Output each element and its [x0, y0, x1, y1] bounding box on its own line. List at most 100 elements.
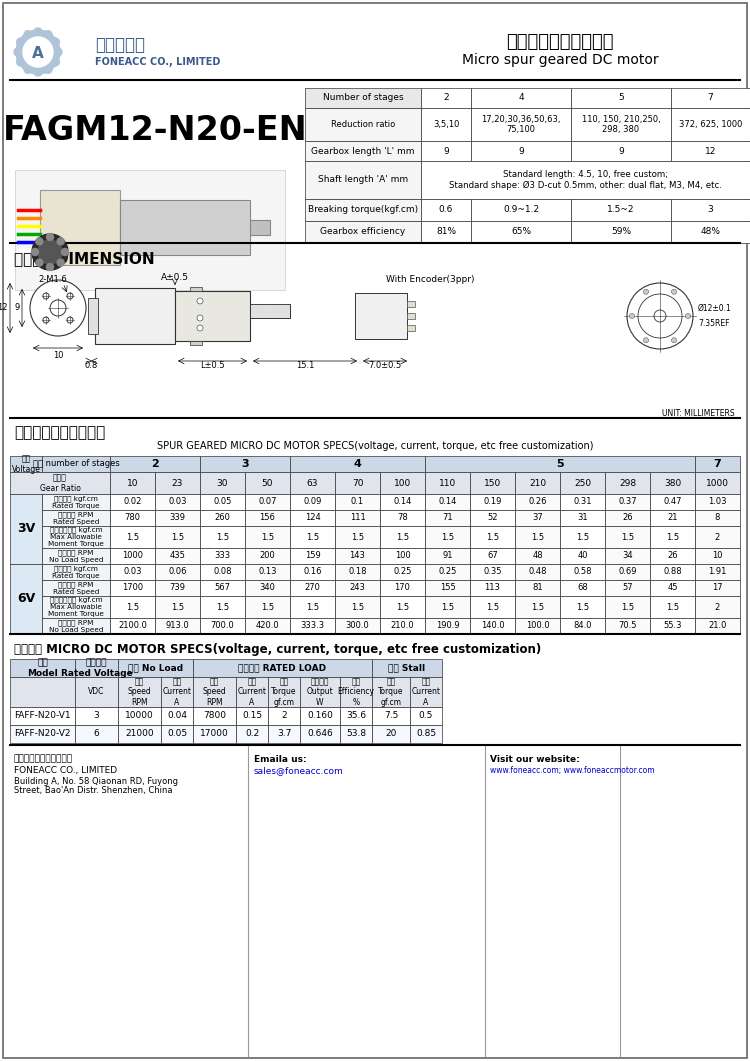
Bar [305, 161, 421, 199]
Text: 270: 270 [304, 584, 320, 592]
Bar [10, 456, 42, 472]
Text: 65%: 65% [511, 227, 531, 237]
Text: 200: 200 [260, 552, 275, 560]
Bar [193, 677, 236, 707]
Bar [695, 510, 740, 526]
Text: 0.31: 0.31 [573, 498, 592, 506]
Text: 瞬间容许扩矩 kgf.cm
Max Allowable
Moment Torque: 瞬间容许扩矩 kgf.cm Max Allowable Moment Torqu… [48, 526, 104, 547]
Bar [380, 618, 425, 634]
Bar [335, 472, 380, 494]
Text: 0.25: 0.25 [438, 568, 457, 576]
Circle shape [197, 298, 203, 305]
Bar [425, 526, 470, 547]
Bar [380, 564, 425, 580]
Bar [515, 526, 560, 547]
Text: 1.91: 1.91 [708, 568, 727, 576]
Circle shape [62, 248, 68, 256]
Bar [268, 725, 300, 743]
Text: 7: 7 [708, 93, 713, 103]
Bar [110, 472, 155, 494]
Bar [650, 564, 695, 580]
Text: 17000: 17000 [200, 730, 229, 738]
Bar [650, 472, 695, 494]
Bar [193, 707, 236, 725]
Bar [10, 494, 42, 564]
Text: Shaft length 'A' mm: Shaft length 'A' mm [318, 175, 408, 185]
Bar [560, 618, 605, 634]
Text: Breaking torque(kgf.cm): Breaking torque(kgf.cm) [308, 206, 418, 214]
Text: Ø12±0.1: Ø12±0.1 [698, 303, 732, 313]
Bar [410, 725, 442, 743]
Bar [245, 526, 290, 547]
Bar [10, 564, 42, 634]
Bar [118, 659, 193, 677]
Bar [200, 547, 245, 564]
Bar [515, 494, 560, 510]
Bar [470, 580, 515, 596]
Text: 转速
Speed
RPM: 转速 Speed RPM [128, 677, 152, 707]
Text: 1.5: 1.5 [306, 603, 319, 611]
Text: 700.0: 700.0 [211, 622, 234, 630]
Circle shape [36, 259, 43, 266]
Text: 深圳福尼尔科技有限公司: 深圳福尼尔科技有限公司 [14, 754, 74, 764]
Bar [110, 596, 155, 618]
Circle shape [54, 48, 62, 56]
Bar [407, 325, 415, 331]
Bar [410, 707, 442, 725]
Circle shape [14, 48, 22, 56]
Bar [425, 510, 470, 526]
Bar [110, 564, 155, 580]
Text: 333: 333 [214, 552, 230, 560]
Text: 3.7: 3.7 [277, 730, 291, 738]
Text: 739: 739 [170, 584, 185, 592]
Text: 瞬间容许扩矩 kgf.cm
Max Allowable
Moment Torque: 瞬间容许扩矩 kgf.cm Max Allowable Moment Torqu… [48, 596, 104, 618]
Bar [42, 618, 110, 634]
Text: 0.05: 0.05 [213, 498, 232, 506]
Bar [425, 547, 470, 564]
Bar [75, 677, 118, 707]
Bar [605, 596, 650, 618]
Bar [605, 564, 650, 580]
Circle shape [671, 290, 676, 294]
Circle shape [197, 325, 203, 331]
Bar [290, 596, 335, 618]
Text: 0.14: 0.14 [438, 498, 457, 506]
Circle shape [36, 238, 43, 245]
Bar [161, 677, 193, 707]
Text: 300.0: 300.0 [346, 622, 369, 630]
Circle shape [32, 234, 68, 269]
Text: 1700: 1700 [122, 584, 143, 592]
Text: 0.47: 0.47 [663, 498, 682, 506]
Text: 21000: 21000 [125, 730, 154, 738]
Bar [236, 707, 268, 725]
Bar [471, 199, 571, 221]
Bar [75, 659, 118, 677]
Bar [470, 547, 515, 564]
Text: 3,5,10: 3,5,10 [433, 120, 459, 129]
Bar [300, 707, 340, 725]
Bar [421, 199, 471, 221]
Text: 0.19: 0.19 [483, 498, 502, 506]
Text: 124: 124 [304, 514, 320, 522]
Text: 1.5: 1.5 [621, 533, 634, 541]
Text: 81: 81 [532, 584, 543, 592]
Text: 0.1: 0.1 [351, 498, 364, 506]
Bar [470, 618, 515, 634]
Text: 1.5: 1.5 [396, 603, 409, 611]
Text: 0.14: 0.14 [393, 498, 412, 506]
Circle shape [67, 317, 73, 323]
Text: 堵转 Stall: 堵转 Stall [388, 663, 425, 673]
Bar [42, 596, 110, 618]
Circle shape [644, 337, 649, 343]
Text: 电压
Voltage: 电压 Voltage [11, 454, 40, 473]
Text: FAFF-N20-V2: FAFF-N20-V2 [14, 730, 70, 738]
Text: www.foneacc.com; www.foneaccmotor.com: www.foneacc.com; www.foneaccmotor.com [490, 766, 655, 776]
Bar [470, 472, 515, 494]
Text: 780: 780 [124, 514, 140, 522]
Text: 140.0: 140.0 [481, 622, 504, 630]
Text: 6: 6 [94, 730, 99, 738]
Text: 1.5: 1.5 [441, 533, 454, 541]
Text: 1.5: 1.5 [666, 533, 679, 541]
Bar [340, 677, 372, 707]
Text: 0.13: 0.13 [258, 568, 277, 576]
